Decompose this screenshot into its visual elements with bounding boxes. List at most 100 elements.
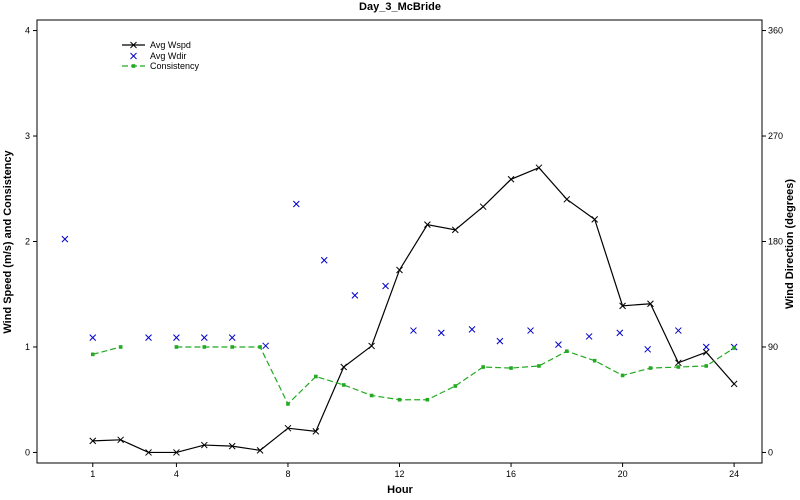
y-axis-label-right: Wind Direction (degrees)	[784, 179, 796, 309]
series-1-point-14	[496, 337, 504, 345]
x-tick-label-4: 16	[506, 469, 516, 479]
series-1-point-8-stroke-b	[320, 256, 328, 264]
series-1-point-3	[173, 334, 180, 341]
series-0-line	[92, 166, 735, 454]
left-axis: 0 1 2 3 4	[25, 26, 37, 457]
series-1-point-11-stroke-b	[410, 327, 417, 334]
series-0-point-6	[256, 446, 264, 454]
series-1-point-21	[702, 343, 710, 351]
legend-label-consistency: Consistency	[150, 61, 200, 71]
series-0-point-23-stroke-b	[730, 380, 738, 388]
series-0-point-18	[591, 215, 599, 223]
legend: Avg Wspd Avg Wdir Consistency	[122, 40, 200, 71]
right-tick-label-3: 270	[768, 131, 783, 141]
plot-frame	[36, 19, 763, 464]
series-0-point-10	[368, 342, 375, 350]
series-0-point-2	[145, 449, 152, 456]
right-tick-label-1: 90	[768, 342, 778, 352]
series-2-point-4	[230, 345, 234, 349]
series-1-point-9	[351, 292, 359, 299]
series-2-line-1	[176, 346, 735, 405]
series-0-point-14-stroke-b	[479, 203, 487, 211]
series-0-point-22	[702, 348, 710, 356]
series-1-point-14-stroke-b	[496, 337, 504, 345]
series-1-point-4-stroke-b	[200, 334, 208, 341]
series-0-point-12	[424, 221, 431, 228]
series-0-point-3	[173, 449, 180, 456]
right-axis: 0 90 180 270 360	[762, 26, 783, 457]
series-1-point-19-stroke-b	[644, 345, 652, 353]
series-0-point-13	[451, 226, 459, 234]
series-0-point-11-stroke-b	[396, 266, 403, 274]
series-2-point-14	[509, 366, 513, 370]
legend-marker-consistency	[131, 64, 136, 68]
series-2-point-10	[397, 397, 402, 402]
series-0-point-18-stroke-b	[591, 215, 599, 223]
series-1-point-19	[644, 345, 652, 353]
legend-marker-wspd-stroke-b	[130, 41, 137, 49]
series-2-point-13	[481, 365, 485, 369]
series-0-point-10-stroke-b	[368, 342, 375, 350]
series-1-point-17-stroke-b	[585, 333, 593, 340]
series-2-point-6	[286, 402, 290, 406]
series-2-point-5	[258, 345, 262, 349]
series-0-point-22-stroke-b	[702, 348, 710, 356]
plot-area	[61, 164, 738, 456]
series-0-point-23	[730, 380, 738, 388]
series-1-point-9-stroke-b	[351, 292, 359, 299]
series-0-point-6-stroke-b	[256, 446, 264, 454]
x-axis: 1 4 8 12 16 20 24	[90, 463, 739, 479]
series-2-point-11	[425, 397, 430, 402]
series-0-point-12-stroke-b	[424, 221, 431, 228]
x-tick-label-6: 24	[729, 469, 739, 479]
series-0-point-13-stroke-b	[451, 226, 459, 234]
series-0-point-16	[535, 164, 543, 172]
series-2-point-18	[620, 373, 625, 378]
series-0-point-7-stroke-b	[284, 424, 292, 432]
series-1-point-2-stroke-b	[145, 334, 152, 341]
x-tick-label-5: 20	[618, 469, 628, 479]
series-2-point-16	[565, 349, 569, 353]
series-1-point-12	[437, 329, 445, 337]
series-1-point-5	[228, 334, 236, 341]
left-tick-label-1: 1	[25, 342, 30, 352]
series-0-point-5	[228, 442, 236, 450]
series-2-point-1	[118, 345, 123, 349]
series-0-point-21-stroke-b	[674, 359, 682, 367]
series-1-point-15-stroke-b	[527, 327, 534, 334]
series-0-point-17	[563, 195, 571, 203]
series-0-point-20	[647, 300, 654, 308]
series-2-point-22	[732, 346, 736, 350]
series-0-point-0	[89, 437, 97, 445]
series-0	[89, 164, 738, 456]
left-tick-label-0: 0	[25, 447, 30, 457]
series-1-point-6-stroke-b	[262, 342, 270, 350]
series-1-point-0-stroke-b	[61, 235, 69, 243]
legend-label-wspd: Avg Wspd	[150, 40, 191, 50]
series-1-point-20-stroke-b	[674, 327, 682, 334]
series-0-point-9	[340, 363, 348, 371]
series-0-point-20-stroke-b	[647, 300, 654, 308]
series-1	[61, 200, 738, 353]
series-1-point-10	[382, 282, 389, 290]
series-2-point-3	[202, 345, 207, 349]
series-1-point-18-stroke-b	[616, 329, 624, 337]
series-2-point-9	[369, 393, 374, 398]
series-1-point-1-stroke-b	[89, 334, 97, 341]
series-2-point-7	[314, 374, 318, 379]
series-2-point-21	[704, 364, 709, 368]
right-tick-label-2: 180	[768, 237, 783, 247]
x-tick-label-1: 4	[174, 469, 179, 479]
left-tick-label-4: 4	[25, 26, 30, 36]
series-0-point-2-stroke-b	[145, 449, 152, 456]
series-1-point-0	[61, 235, 69, 243]
series-0-point-8-stroke-b	[312, 428, 320, 435]
series-1-point-13-stroke-b	[468, 326, 476, 333]
series-0-point-5-stroke-b	[228, 442, 236, 450]
series-1-point-18	[616, 329, 624, 337]
series-0-point-3-stroke-b	[173, 449, 180, 456]
series-1-point-16	[555, 341, 562, 348]
series-0-point-7	[284, 424, 292, 432]
x-axis-label: Hour	[387, 484, 413, 496]
series-0-point-19-stroke-b	[619, 302, 626, 310]
